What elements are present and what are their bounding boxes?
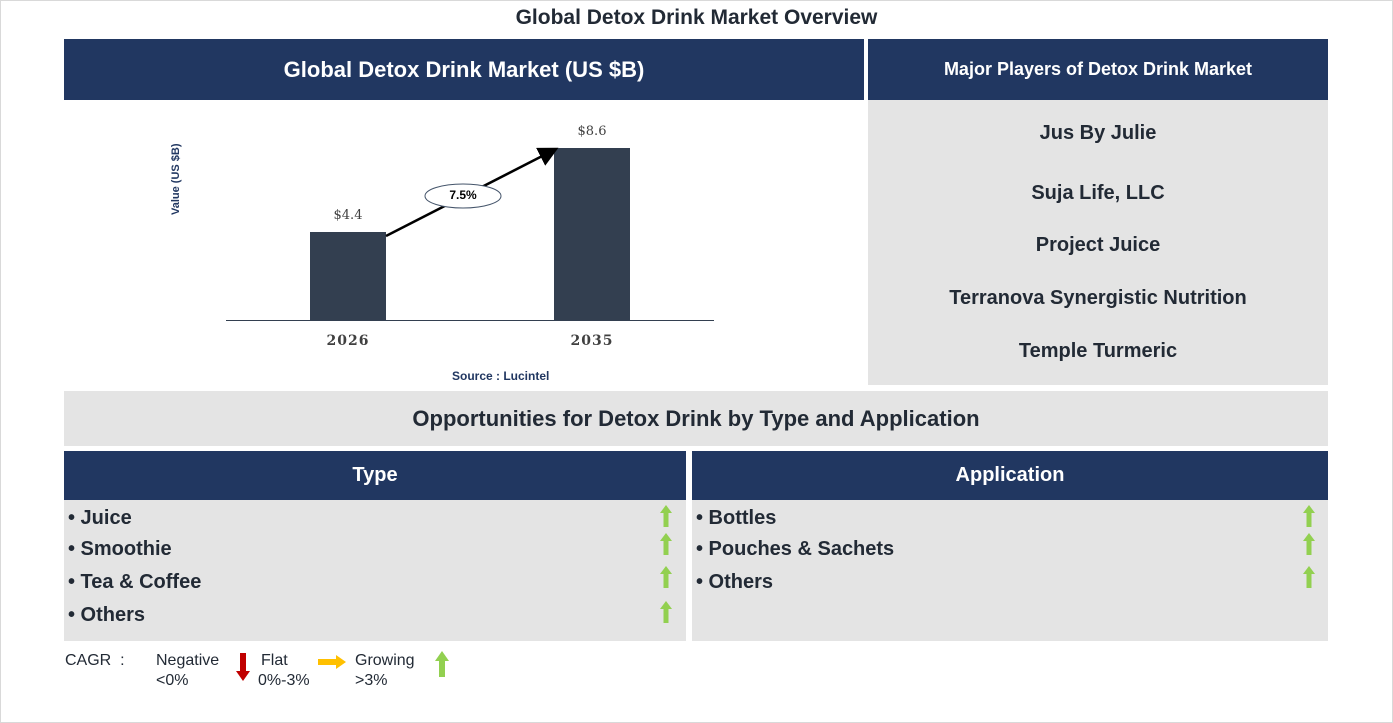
bar-2026 [310,232,386,320]
legend-flat-range: 0%-3% [258,672,310,689]
player-item: Suja Life, LLC [1031,182,1165,204]
yellow-right-arrow-icon [318,655,346,669]
page-title: Global Detox Drink Market Overview [515,6,878,29]
y-axis-label: Value (US $B) [170,143,182,215]
application-header: Application [692,451,1328,500]
type-item-juice: • Juice [68,507,132,529]
legend-negative-label: Negative [156,652,220,669]
bar-value-2026: $4.4 [333,208,363,223]
type-list: • Juice • Smoothie • Tea & Coffee • Othe… [64,500,686,641]
green-up-arrow-icon [660,505,672,527]
bar-2035 [554,148,630,320]
green-up-arrow-icon [660,601,672,623]
x-tick-2026: 2026 [326,333,370,349]
green-up-arrow-icon [660,533,672,555]
players-panel-header: Major Players of Detox Drink Market [868,39,1328,100]
cagr-value: 7.5% [449,188,477,202]
player-item: Project Juice [1035,234,1161,256]
opportunities-title: Opportunities for Detox Drink by Type an… [64,391,1328,446]
green-up-arrow-icon [1303,533,1315,555]
green-up-arrow-icon [435,651,449,677]
type-header: Type [64,451,686,500]
application-item-others: • Others [696,571,774,593]
application-list: • Bottles • Pouches & Sachets • Others [692,500,1328,641]
x-tick-2035: 2035 [570,333,614,349]
type-item-others: • Others [68,604,146,626]
legend-flat-label: Flat [261,652,288,669]
chart-source: Source : Lucintel [452,369,550,383]
legend-growing-range: >3% [355,672,388,689]
player-item: Temple Turmeric [1018,340,1178,362]
legend-cagr-label: CAGR : [65,652,125,669]
red-down-arrow-icon [236,653,250,681]
player-item: Terranova Synergistic Nutrition [949,287,1247,309]
application-item-pouches-sachets: • Pouches & Sachets [696,538,895,560]
x-axis-line [226,320,714,321]
green-up-arrow-icon [660,566,672,588]
type-item-tea-coffee: • Tea & Coffee [68,571,202,593]
players-list: Jus By Julie Suja Life, LLC Project Juic… [868,100,1328,385]
market-panel-header: Global Detox Drink Market (US $B) [64,39,864,100]
legend-negative-range: <0% [156,672,189,689]
player-item: Jus By Julie [1039,122,1157,144]
cagr-ellipse [424,183,502,209]
type-item-smoothie: • Smoothie [68,538,172,560]
green-up-arrow-icon [1303,566,1315,588]
bar-value-2035: $8.6 [577,124,607,139]
legend-growing-label: Growing [355,652,415,669]
application-item-bottles: • Bottles [696,507,777,529]
green-up-arrow-icon [1303,505,1315,527]
